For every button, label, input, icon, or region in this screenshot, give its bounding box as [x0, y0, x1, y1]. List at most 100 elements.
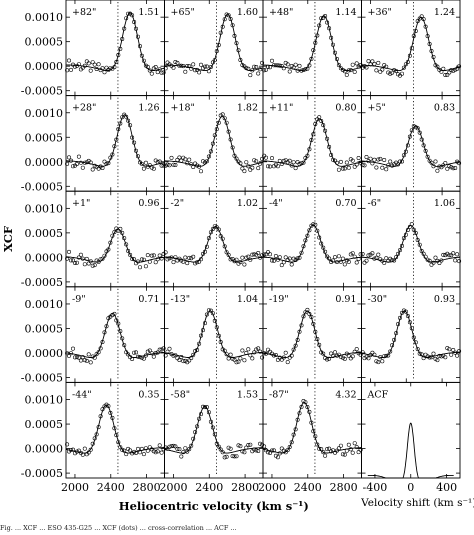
- panel-2: 1.14 +48": [262, 0, 363, 97]
- data-point: [185, 161, 190, 166]
- data-point: [307, 147, 312, 152]
- data-point: [419, 137, 424, 142]
- data-point: [96, 425, 101, 430]
- data-point: [224, 120, 229, 125]
- data-point: [65, 351, 70, 356]
- panel-19: ACF: [361, 381, 461, 479]
- data-point: [332, 255, 337, 260]
- data-point: [193, 261, 198, 266]
- data-point: [149, 165, 154, 170]
- data-point: [163, 250, 168, 255]
- model-curve: [262, 310, 362, 358]
- data-point: [427, 41, 432, 46]
- data-point: [395, 162, 400, 167]
- data-point: [197, 341, 202, 346]
- data-point: [226, 445, 231, 450]
- panel-offset-label: -58": [171, 389, 191, 400]
- data-point: [138, 450, 143, 455]
- data-point: [354, 61, 359, 66]
- data-point: [177, 63, 182, 68]
- data-point: [263, 252, 268, 257]
- data-point: [307, 409, 312, 414]
- data-point: [342, 69, 347, 74]
- data-point: [71, 164, 76, 169]
- data-point: [228, 352, 233, 357]
- data-point: [226, 129, 231, 134]
- data-point: [210, 227, 215, 232]
- data-point: [252, 64, 257, 69]
- data-point: [120, 230, 125, 235]
- data-point: [273, 352, 278, 357]
- data-point: [344, 448, 349, 453]
- data-point: [348, 68, 353, 73]
- y-tick-label: -0.0005: [21, 467, 63, 480]
- data-point: [177, 447, 182, 452]
- data-point: [334, 259, 339, 264]
- data-point: [279, 162, 284, 167]
- data-point: [208, 149, 213, 154]
- data-point: [228, 137, 233, 142]
- data-point: [132, 140, 137, 145]
- data-point: [441, 163, 446, 168]
- data-point: [366, 253, 371, 258]
- data-point: [317, 446, 322, 451]
- data-point: [128, 252, 133, 257]
- data-point: [134, 350, 139, 355]
- data-point: [419, 14, 424, 19]
- panel-value: 1.14: [335, 7, 356, 18]
- data-point: [447, 347, 452, 352]
- data-point: [161, 346, 166, 351]
- data-point: [287, 355, 292, 360]
- data-point: [409, 326, 414, 331]
- data-point: [167, 346, 172, 351]
- panel-value: 1.53: [237, 389, 258, 400]
- data-point: [134, 450, 139, 455]
- data-point: [114, 59, 119, 64]
- data-point: [263, 351, 268, 356]
- data-point: [254, 448, 259, 453]
- data-point: [216, 42, 221, 47]
- data-point: [124, 114, 129, 119]
- data-point: [246, 66, 251, 71]
- data-point: [392, 337, 397, 342]
- x-tick-label: 2000: [258, 481, 286, 494]
- data-point: [120, 115, 125, 120]
- data-point: [232, 357, 237, 362]
- data-point: [277, 355, 282, 360]
- data-point: [405, 228, 410, 233]
- data-point: [317, 115, 322, 120]
- data-point: [299, 161, 304, 166]
- data-point: [413, 125, 418, 130]
- data-point: [390, 70, 395, 75]
- data-point: [187, 64, 192, 69]
- data-point: [254, 65, 259, 70]
- data-point: [262, 351, 267, 356]
- data-point: [193, 348, 198, 353]
- panel-offset-label: -6": [368, 198, 382, 209]
- panel-value: 0.91: [335, 294, 356, 305]
- y-tick-label: -0.0005: [21, 372, 63, 385]
- data-point: [313, 329, 318, 334]
- data-point: [258, 441, 263, 446]
- data-point: [340, 452, 345, 457]
- y-tick-label: 0.0010: [25, 394, 64, 407]
- data-point: [130, 256, 135, 261]
- data-point: [67, 249, 72, 254]
- data-point: [390, 163, 395, 168]
- data-point: [88, 160, 93, 165]
- data-point: [313, 122, 318, 127]
- data-point: [145, 64, 150, 69]
- data-point: [171, 65, 176, 70]
- data-point: [325, 447, 330, 452]
- data-point: [214, 127, 219, 132]
- data-point: [165, 162, 170, 167]
- data-point: [155, 350, 160, 355]
- data-point: [283, 158, 288, 163]
- data-point: [118, 46, 123, 51]
- data-point: [267, 65, 272, 70]
- data-point: [364, 65, 369, 70]
- panel-15: 0.93 -30": [360, 286, 462, 383]
- x-axis-label-acf: Velocity shift (km s⁻¹): [360, 497, 474, 509]
- data-point: [431, 351, 436, 356]
- data-point: [311, 321, 316, 326]
